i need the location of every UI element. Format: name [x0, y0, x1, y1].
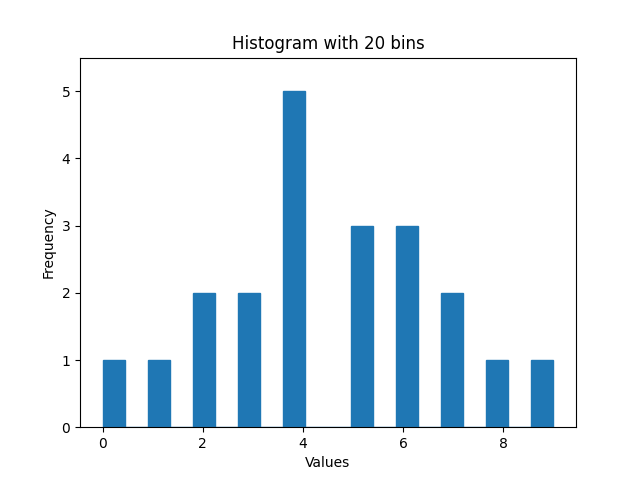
Y-axis label: Frequency: Frequency — [42, 206, 56, 278]
Bar — [283, 91, 305, 427]
Bar — [351, 226, 373, 427]
Bar — [486, 360, 508, 427]
Title: Histogram with 20 bins: Histogram with 20 bins — [232, 35, 424, 53]
Bar — [102, 360, 125, 427]
Bar — [238, 293, 260, 427]
Bar — [441, 293, 463, 427]
Bar — [531, 360, 554, 427]
Bar — [193, 293, 215, 427]
X-axis label: Values: Values — [305, 456, 351, 470]
Bar — [396, 226, 418, 427]
Bar — [148, 360, 170, 427]
